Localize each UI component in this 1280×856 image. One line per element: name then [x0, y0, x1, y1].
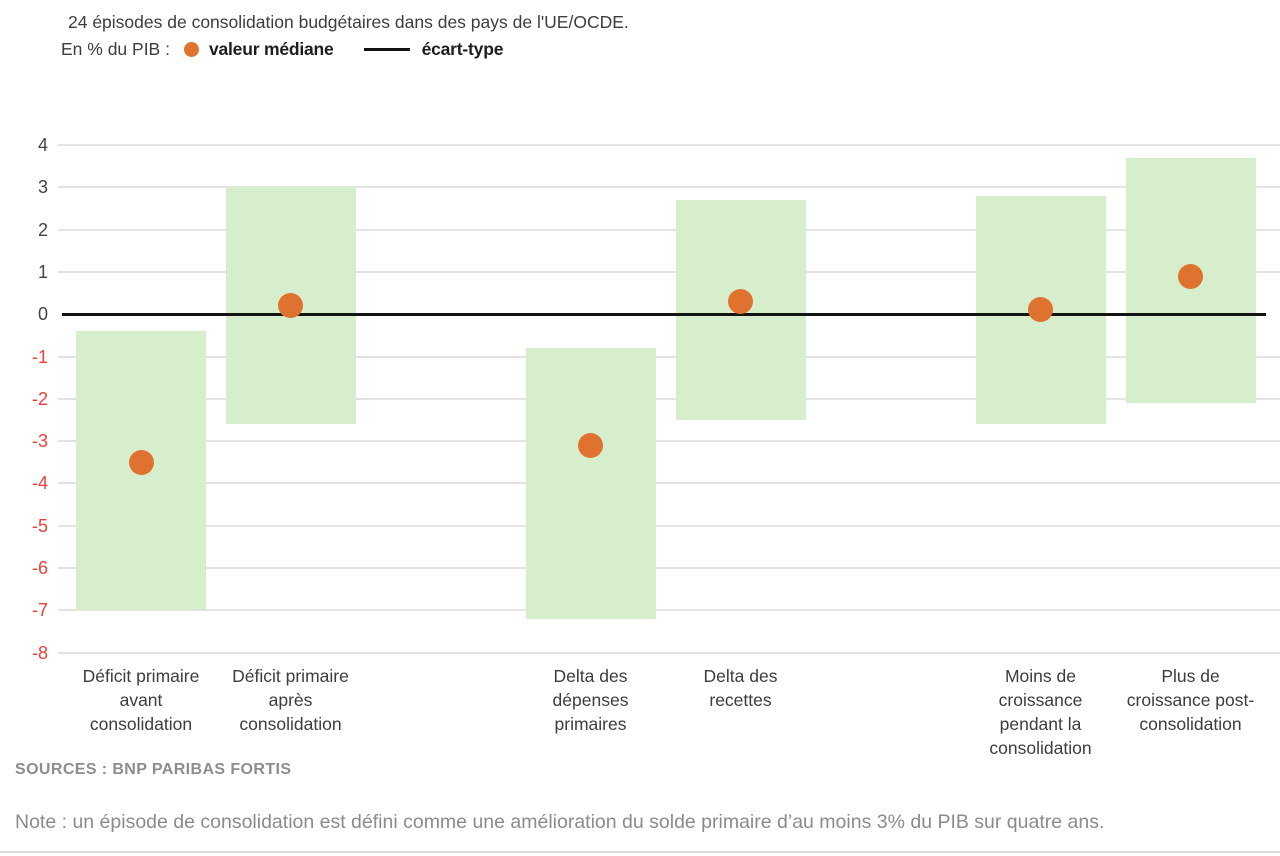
gridline: [58, 186, 1280, 189]
gridline: [58, 609, 1280, 612]
gridline: [58, 228, 1280, 231]
median-dot: [1028, 297, 1053, 323]
bottom-divider: [0, 851, 1280, 853]
legend-median-label: valeur médiane: [208, 38, 334, 59]
gridline: [58, 440, 1280, 443]
gridline: [58, 482, 1280, 485]
x-axis-label: Déficit primaire après consolidation: [232, 666, 349, 734]
sources-caption: SOURCES : BNP PARIBAS FORTIS: [15, 761, 292, 778]
zero-axis-line: [62, 312, 1266, 316]
gridline: [58, 270, 1280, 273]
y-tick-label: -7: [31, 600, 48, 621]
gridline: [58, 651, 1280, 654]
legend-std-label: écart-type: [421, 38, 504, 59]
legend-unit-label: En % du PIB :: [61, 38, 170, 59]
y-tick-label: -6: [31, 558, 48, 578]
gridline: [58, 144, 1280, 146]
median-dot: [278, 293, 303, 319]
gridline: [58, 355, 1280, 358]
gridline: [58, 567, 1280, 569]
y-tick-label: 0: [37, 304, 48, 325]
y-tick-label: -1: [31, 346, 48, 367]
y-tick-label: -4: [31, 473, 48, 494]
x-axis-label: Moins de croissance pendant la consolida…: [989, 666, 1092, 758]
gridline: [58, 397, 1280, 400]
chart-title: 24 épisodes de consolidation budgétaires…: [68, 12, 629, 32]
median-dot: [1178, 263, 1203, 289]
x-axis-label: Plus de croissance post- consolidation: [1126, 666, 1255, 734]
x-axis-label: Delta des dépenses primaires: [552, 666, 629, 734]
y-tick-label: 2: [37, 219, 48, 240]
std-line-icon: [363, 47, 410, 51]
x-axis-label: Déficit primaire avant consolidation: [82, 666, 200, 734]
median-dot: [728, 289, 753, 314]
range-bar: [525, 348, 656, 619]
y-tick-label: -8: [31, 642, 48, 663]
y-tick-label: -5: [31, 515, 48, 536]
y-tick-label: 4: [37, 135, 48, 155]
gridline: [58, 524, 1280, 527]
y-tick-label: 1: [37, 261, 48, 282]
chart-legend: En % du PIB : valeur médiane écart-type: [61, 37, 503, 61]
median-dot: [578, 432, 603, 458]
note-caption: Note : un épisode de consolidation est d…: [15, 811, 1105, 833]
y-tick-label: 3: [37, 177, 48, 198]
median-dot: [128, 449, 154, 475]
y-tick-label: -3: [31, 431, 48, 452]
median-dot-icon: [183, 41, 199, 57]
y-tick-label: -2: [31, 388, 48, 409]
x-axis-label: Delta des recettes: [703, 666, 778, 710]
